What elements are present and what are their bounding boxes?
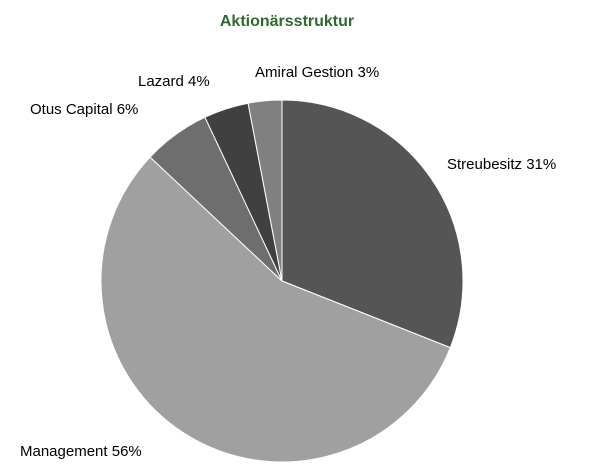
pie-slice bbox=[281, 99, 464, 349]
category-label: Streubesitz bbox=[447, 156, 522, 173]
data-label: Lazard 4% bbox=[138, 73, 210, 90]
data-label: Streubesitz 31% bbox=[447, 156, 556, 173]
value-label: 4% bbox=[188, 73, 210, 90]
data-label: Amiral Gestion 3% bbox=[255, 64, 379, 81]
category-label: Amiral Gestion bbox=[255, 64, 353, 81]
data-label: Otus Capital 6% bbox=[30, 101, 138, 118]
value-label: 6% bbox=[117, 101, 139, 118]
category-label: Lazard bbox=[138, 73, 184, 90]
pie-slice bbox=[247, 99, 283, 282]
chart-title: Aktionärsstruktur bbox=[220, 13, 354, 30]
value-label: 3% bbox=[358, 64, 380, 81]
category-label: Otus Capital bbox=[30, 101, 113, 118]
pie-slice bbox=[100, 156, 451, 463]
category-label: Management bbox=[20, 443, 108, 460]
data-label: Management 56% bbox=[20, 443, 142, 460]
value-label: 56% bbox=[112, 443, 142, 460]
value-label: 31% bbox=[526, 156, 556, 173]
